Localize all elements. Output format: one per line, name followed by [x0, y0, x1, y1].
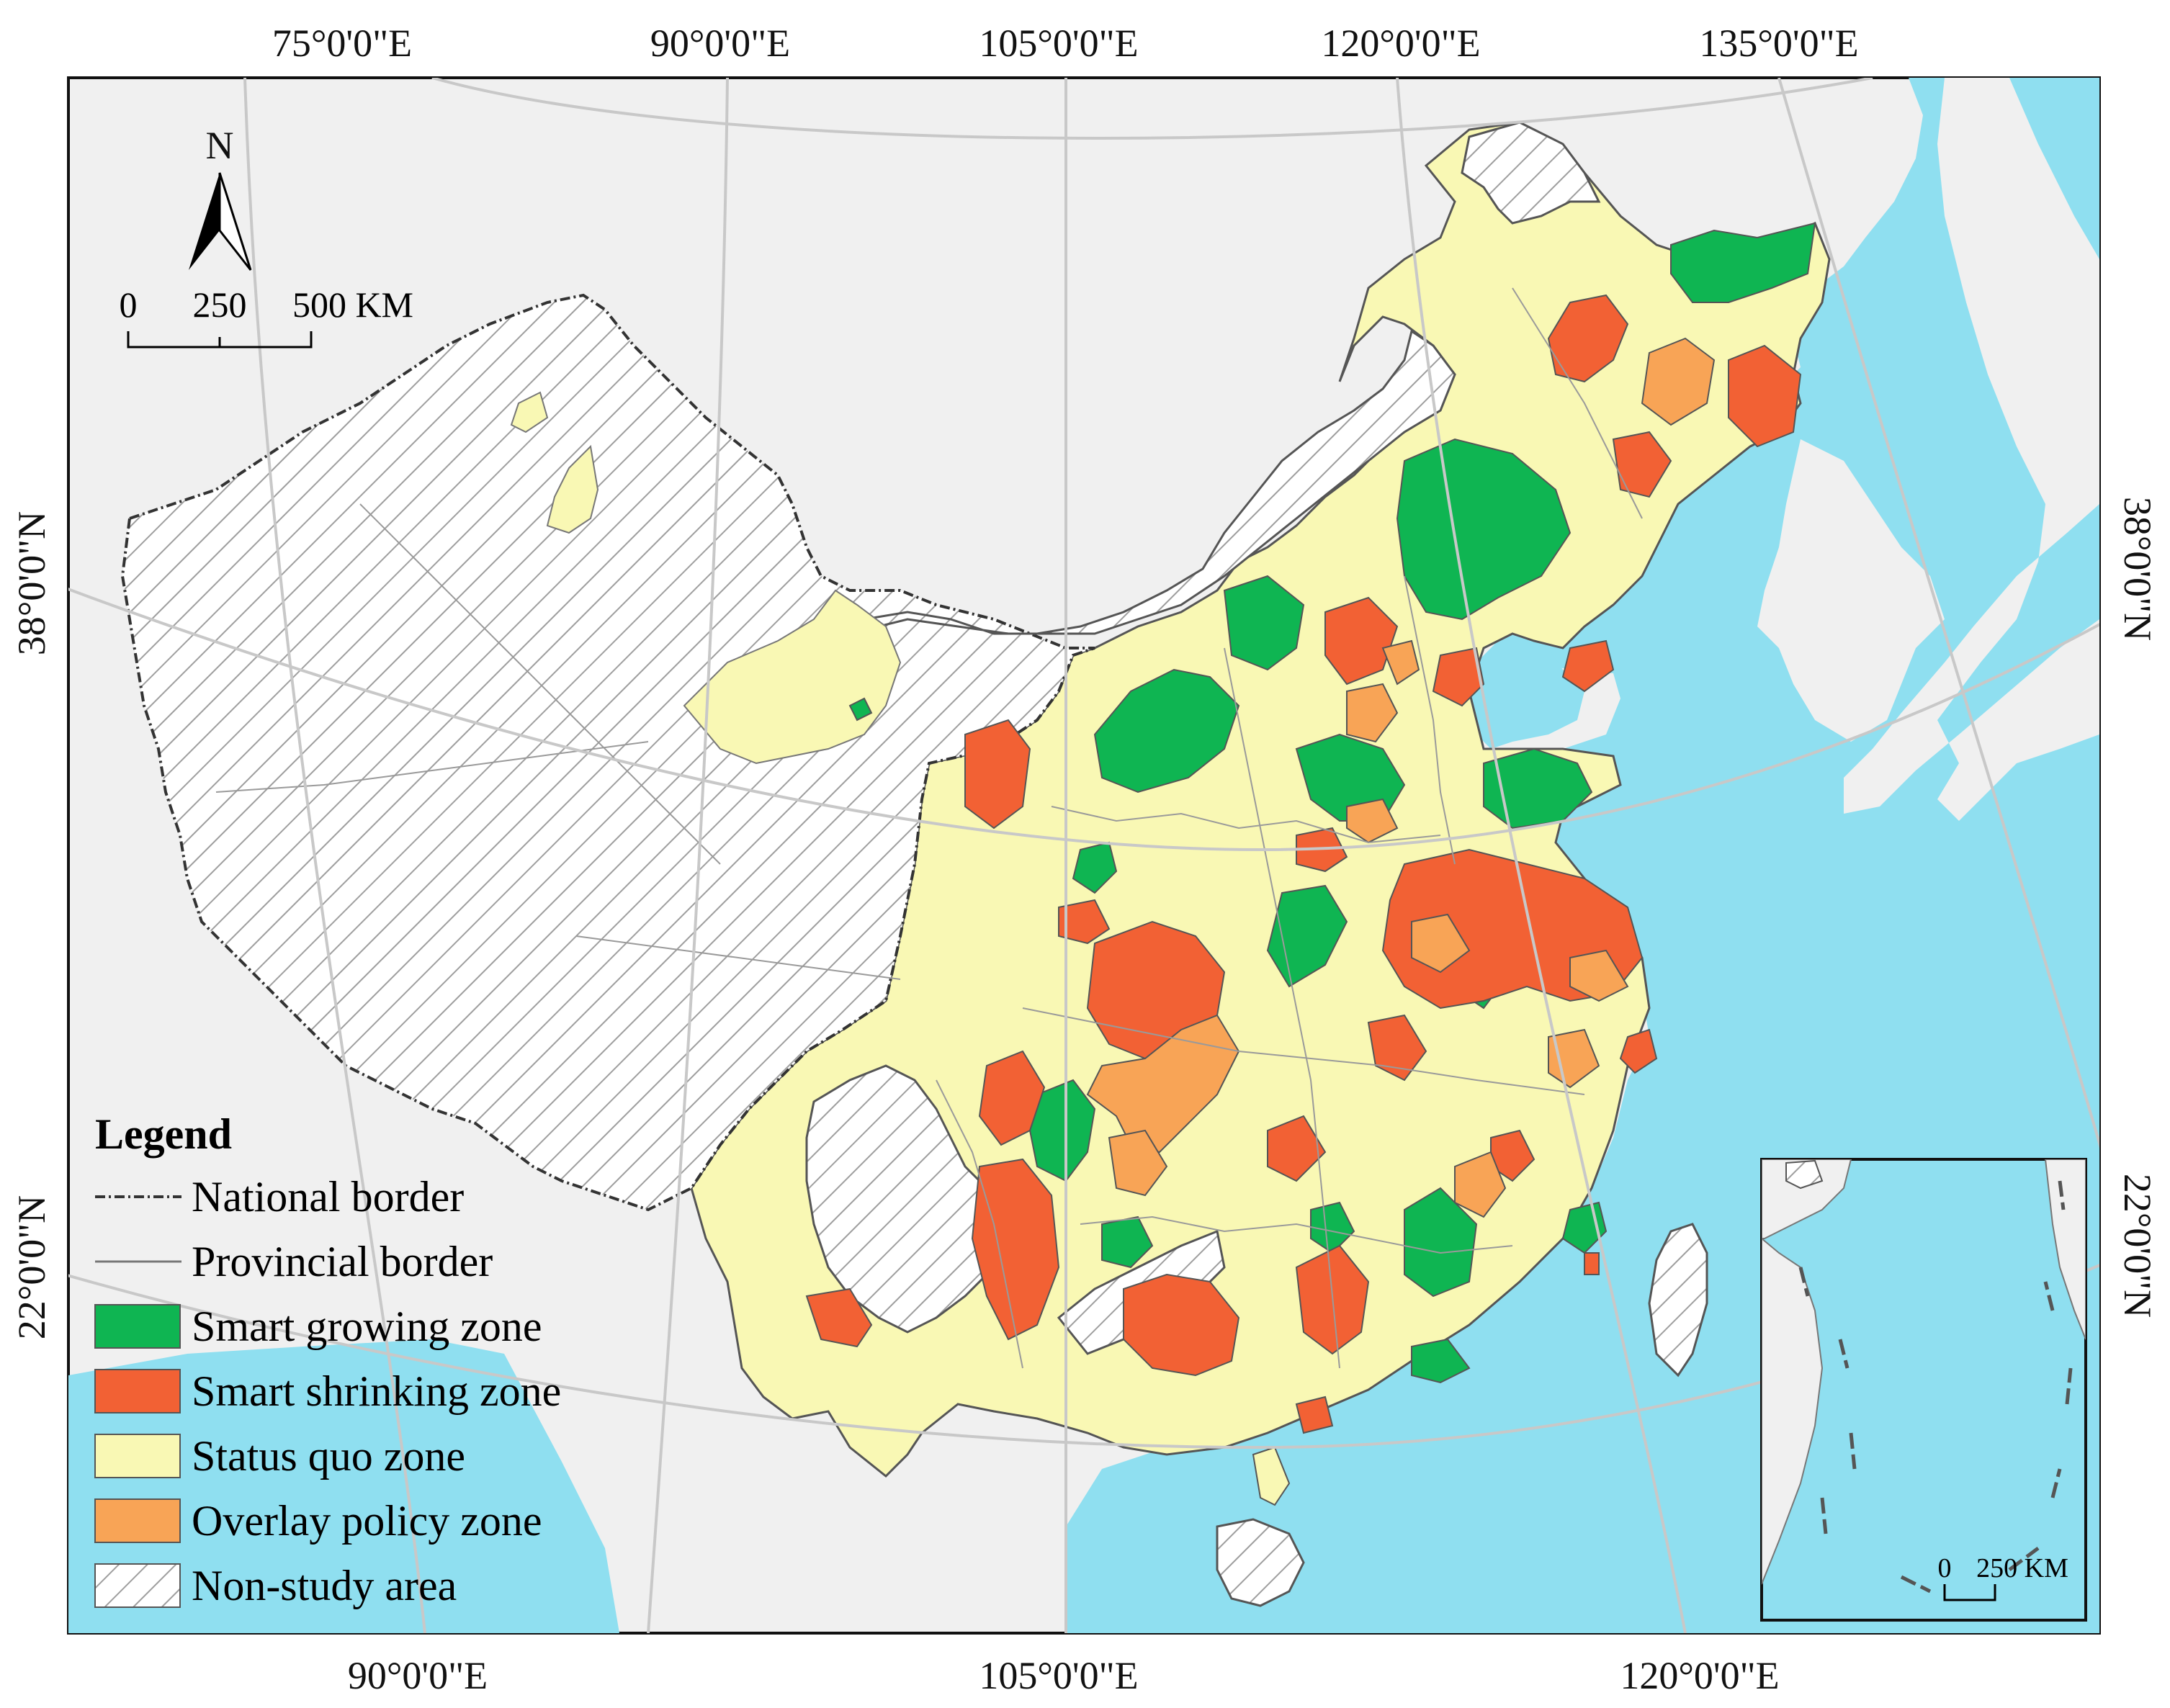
right-axis: 38°0'0"N 22°0'0"N [2116, 497, 2159, 1318]
legend-item-non-study: Non-study area [94, 1562, 457, 1609]
legend: Legend National border Provincial border… [94, 1110, 561, 1609]
scale-label-0: 0 [120, 284, 138, 325]
tick-top-1: 90°0'0"E [650, 22, 790, 65]
tick-top-4: 135°0'0"E [1699, 22, 1858, 65]
north-arrow-label: N [206, 124, 234, 167]
graticule [68, 78, 2099, 1633]
tick-top-3: 120°0'0"E [1321, 22, 1480, 65]
bohai-sea [1469, 619, 1584, 749]
legend-label-provincial-border: Provincial border [192, 1238, 493, 1285]
tick-left-1: 22°0'0"N [10, 1195, 53, 1339]
scale-label-500: 500 KM [292, 284, 413, 325]
hainan [1216, 1518, 1305, 1607]
tick-left-0: 38°0'0"N [10, 511, 53, 655]
tick-bottom-0: 90°0'0"E [348, 1654, 488, 1697]
tick-bottom-2: 120°0'0"E [1620, 1654, 1779, 1697]
left-axis: 38°0'0"N 22°0'0"N [10, 511, 53, 1339]
legend-label-smart-growing: Smart growing zone [192, 1303, 542, 1350]
legend-item-overlay-policy: Overlay policy zone [94, 1497, 542, 1545]
top-axis: 75°0'0"E 90°0'0"E 105°0'0"E 120°0'0"E 13… [272, 22, 1859, 65]
legend-item-smart-growing: Smart growing zone [94, 1303, 542, 1350]
non-study-tibet-south [805, 1064, 1010, 1334]
inset-south-china-sea: 0 250 KM [1760, 1158, 2087, 1622]
legend-label-non-study: Non-study area [192, 1562, 457, 1609]
smart-shrinking-regions [805, 294, 1802, 1434]
legend-label-national-border: National border [192, 1173, 464, 1221]
legend-label-overlay-policy: Overlay policy zone [192, 1497, 542, 1545]
legend-item-provincial-border: Provincial border [95, 1238, 493, 1285]
north-arrow: N [189, 124, 252, 271]
status-quo-xinjiang-small [510, 391, 599, 534]
tick-right-0: 38°0'0"N [2116, 497, 2159, 641]
status-quo-gansu-west [683, 589, 902, 765]
scale-bar: 0 250 500 KM [120, 284, 413, 349]
tick-right-1: 22°0'0"N [2116, 1174, 2159, 1318]
legend-item-national-border: National border [95, 1173, 464, 1221]
inset-scale-label-250: 250 KM [1976, 1553, 2068, 1583]
non-study-northeast [1461, 121, 1601, 225]
china-landmass [690, 121, 1831, 1478]
sea-southwest [68, 1339, 619, 1633]
korea-japan-land [1757, 78, 2099, 821]
tick-top-2: 105°0'0"E [979, 22, 1138, 65]
bottom-axis: 90°0'0"E 105°0'0"E 120°0'0"E [348, 1654, 1780, 1697]
legend-item-status-quo: Status quo zone [94, 1432, 465, 1480]
legend-label-status-quo: Status quo zone [192, 1432, 465, 1480]
legend-title: Legend [95, 1110, 232, 1158]
legend-label-smart-shrinking: Smart shrinking zone [192, 1367, 561, 1415]
tick-top-0: 75°0'0"E [272, 22, 412, 65]
overlay-policy-regions [1086, 337, 1716, 1218]
legend-item-smart-shrinking: Smart shrinking zone [94, 1367, 561, 1415]
tick-bottom-1: 105°0'0"E [979, 1654, 1138, 1697]
scale-label-250: 250 [193, 284, 247, 325]
taiwan [1648, 1223, 1708, 1377]
provincial-borders [215, 287, 1643, 1369]
inset-scale-label-0: 0 [1938, 1553, 1952, 1583]
